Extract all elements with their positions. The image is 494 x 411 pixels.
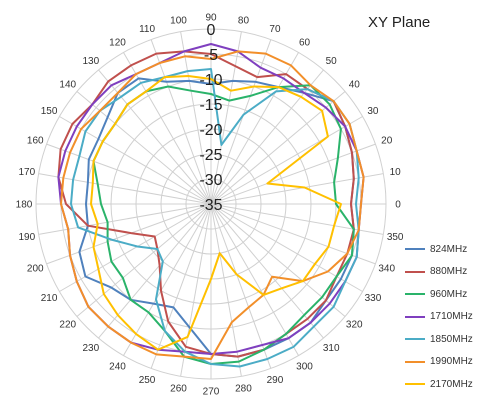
legend: 824MHz 880MHz 960MHz 1710MHz 1850MHz 1990MHz 2… [405, 238, 473, 396]
angle-tick-label: 160 [27, 136, 44, 147]
angle-tick-label: 300 [296, 361, 313, 372]
angle-tick-label: 60 [299, 38, 311, 49]
radial-tick-label: 0 [207, 22, 216, 39]
radial-tick-label: -35 [199, 197, 222, 214]
angular-grid-line [210, 203, 272, 369]
legend-swatch [405, 360, 425, 363]
angle-tick-label: 290 [267, 375, 284, 386]
angle-tick-label: 270 [203, 387, 220, 398]
angle-tick-label: 110 [139, 24, 155, 35]
angle-tick-label: 130 [82, 56, 99, 67]
angle-tick-label: 120 [109, 38, 126, 49]
angle-tick-label: 280 [235, 384, 252, 395]
legend-item: 1850MHz [405, 328, 473, 351]
radial-tick-label: -20 [199, 122, 222, 139]
legend-swatch [405, 270, 425, 273]
angle-tick-label: 70 [269, 24, 281, 35]
angle-tick-label: 80 [238, 15, 250, 26]
angular-grid-line [123, 203, 212, 356]
legend-label: 880MHz [430, 266, 468, 278]
legend-item: 1710MHz [405, 306, 473, 329]
radial-tick-labels: 0 -5 -10 -15 -20 -25 -30 -35 [199, 22, 222, 214]
legend-swatch [405, 338, 425, 341]
angle-tick-label: 30 [367, 106, 379, 117]
angle-tick-label: 90 [205, 13, 217, 24]
angle-tick-label: 340 [378, 263, 395, 274]
angular-grid-line [150, 203, 212, 369]
legend-label: 824MHz [430, 243, 468, 255]
angle-tick-label: 210 [41, 293, 58, 304]
angle-tick-label: 320 [346, 320, 363, 331]
radial-tick-label: -5 [204, 47, 218, 64]
series-lines [57, 43, 365, 368]
angle-tick-label: 40 [349, 79, 361, 90]
angle-tick-label: 180 [16, 200, 33, 211]
radial-tick-label: -15 [199, 97, 222, 114]
chart-title: XY Plane [368, 14, 431, 31]
angular-grid-line [210, 203, 242, 377]
angle-tick-label: 260 [170, 384, 187, 395]
angle-tick-label: 310 [323, 343, 340, 354]
legend-swatch [405, 383, 425, 386]
angle-tick-label: 20 [381, 136, 393, 147]
angle-tick-label: 10 [390, 167, 402, 178]
angle-tick-label: 100 [170, 15, 187, 26]
angle-tick-label: 230 [82, 343, 99, 354]
legend-item: 824MHz [405, 238, 473, 261]
legend-swatch [405, 293, 425, 296]
angular-grid-line [210, 203, 299, 356]
legend-item: 2170MHz [405, 373, 473, 396]
angular-grid-line [210, 116, 363, 205]
legend-item: 880MHz [405, 261, 473, 284]
angle-tick-label: 220 [59, 320, 76, 331]
series-line-2170MHz [90, 75, 342, 351]
radial-tick-label: -10 [199, 72, 222, 89]
legend-label: 960MHz [430, 288, 468, 300]
angular-grid-line [46, 203, 212, 265]
legend-label: 1990MHz [430, 356, 473, 368]
angular-grid-line [210, 31, 242, 205]
legend-label: 1850MHz [430, 333, 473, 345]
angular-grid-line [46, 143, 212, 205]
angular-grid-line [76, 203, 212, 317]
legend-item: 1990MHz [405, 351, 473, 374]
angle-tick-label: 330 [365, 293, 382, 304]
angle-tick-label: 50 [326, 56, 338, 67]
angle-tick-label: 250 [139, 375, 156, 386]
angle-tick-label: 0 [395, 200, 401, 211]
angular-grid-line [150, 39, 212, 205]
legend-label: 2170MHz [430, 378, 473, 390]
angle-tick-label: 140 [59, 79, 76, 90]
radial-tick-label: -30 [199, 172, 222, 189]
radial-tick-label: -25 [199, 147, 222, 164]
angular-grid-line [180, 31, 212, 205]
legend-item: 960MHz [405, 283, 473, 306]
legend-swatch [405, 315, 425, 318]
angle-tick-label: 190 [18, 232, 35, 243]
series-line-1850MHz [70, 68, 360, 368]
legend-swatch [405, 248, 425, 251]
angle-tick-label: 150 [41, 106, 58, 117]
angle-tick-label: 350 [387, 232, 404, 243]
angular-grid-line [210, 143, 376, 205]
legend-label: 1710MHz [430, 311, 473, 323]
angle-tick-label: 240 [109, 361, 126, 372]
angle-tick-label: 200 [27, 263, 44, 274]
series-line-960MHz [92, 84, 355, 365]
angular-grid-line [38, 173, 212, 205]
angle-tick-label: 170 [18, 167, 35, 178]
angle-tick-labels: 0 10 20 30 40 50 60 70 80 90 100 110 120 130 140 150 160… [16, 13, 404, 398]
